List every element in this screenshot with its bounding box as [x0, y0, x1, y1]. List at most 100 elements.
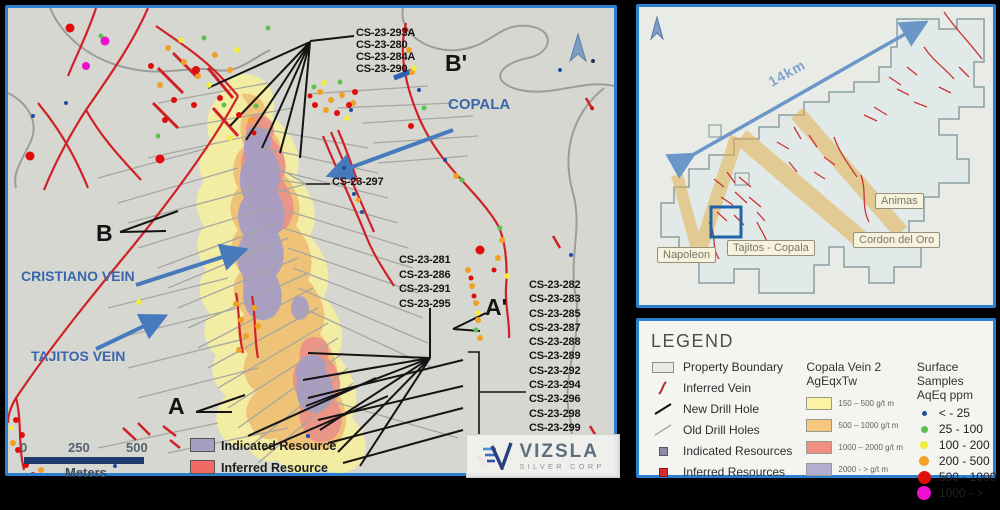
vein-grades-title-line1: Copala Vein 2	[806, 360, 882, 374]
grade-row-3: 1000 – 2000 g/t m	[806, 441, 903, 454]
drill-callout-top-group: CS-23-293A CS-23-280 CS-23-284A CS-23-29…	[356, 27, 415, 75]
legend-item-old-drill-holes: Old Drill Holes	[651, 423, 792, 437]
drill-label: CS-23-290	[356, 63, 408, 75]
drill-callout-mid-group: CS-23-281 CS-23-286 CS-23-291 CS-23-295	[399, 253, 451, 311]
pointer-arrows	[95, 68, 454, 351]
sample-dot-green	[920, 425, 928, 433]
legend-title: LEGEND	[651, 331, 735, 351]
place-label-tajitos-vein: TAJITOS VEIN	[31, 348, 126, 364]
scale-tick-0: 0	[20, 440, 28, 455]
grade-row-2: 500 – 1000 g/t m	[806, 419, 903, 432]
legend-item-new-drill-hole: New Drill Hole	[651, 402, 792, 416]
surface-samples-column: Surface Samples AqEq ppm < - 25 25 - 100…	[917, 360, 996, 500]
drill-label: CS-23-294	[529, 379, 581, 392]
drill-label: CS-23-280	[356, 39, 408, 51]
new-drill-holes	[119, 35, 526, 467]
sample-row-3: 100 - 200	[917, 438, 996, 452]
area-label-animas: Animas	[875, 193, 924, 209]
legend-item-inferred-resources: Inferred Resources	[651, 465, 792, 479]
old-drill-hole-icon	[651, 423, 675, 437]
grade-row-1: 150 – 500 g/t m	[806, 397, 903, 410]
grade-row-4: 2000 - > g/t m	[806, 463, 903, 476]
north-arrow-icon	[569, 32, 595, 63]
legend-item-inferred-vein: Inferred Vein	[651, 381, 792, 395]
sample-row-6: 1000 - >	[917, 486, 996, 500]
old-drill-holes	[97, 82, 479, 464]
drill-label: CS-23-299	[529, 421, 581, 434]
inferred-resource-swatch	[190, 460, 215, 474]
sample-dot-orange	[919, 456, 930, 466]
drill-label: CS-23-292	[529, 364, 581, 377]
drill-label: CS-23-289	[529, 350, 581, 363]
sample-dot-red	[917, 470, 931, 484]
sample-dot-magenta	[917, 486, 932, 500]
scale-tick-500: 500	[126, 440, 148, 455]
property-boundary-icon	[651, 361, 675, 373]
vizsla-logo: VIZSLA SILVER CORP	[466, 434, 620, 478]
drill-label: CS-23-295	[399, 297, 451, 310]
section-label-b-prime: B'	[445, 50, 468, 76]
drill-label: CS-23-293A	[356, 27, 416, 39]
place-label-cristiano-vein: CRISTIANO VEIN	[21, 268, 135, 284]
focus-area-box	[709, 205, 743, 239]
scale-unit: Meters	[65, 465, 107, 480]
sample-row-2: 25 - 100	[917, 422, 996, 436]
roads	[8, 8, 614, 473]
grade-swatch-3	[806, 441, 833, 454]
inset-map-panel: 14km Napoleon Tajitos - Copala Cordon de…	[636, 4, 996, 308]
grade-swatch-1	[806, 397, 833, 410]
section-label-a: A	[168, 393, 185, 419]
drill-label: CS-23-296	[529, 393, 581, 406]
drill-label: CS-23-282	[529, 279, 581, 291]
drill-label: CS-23-284A	[356, 51, 416, 63]
drill-label: CS-23-283	[529, 293, 581, 306]
drill-label: CS-23-281	[399, 254, 451, 266]
grade-swatch-4	[806, 463, 833, 476]
area-label-cordon-del-oro: Cordon del Oro	[853, 232, 941, 248]
surface-samples-title-line2: AqEq ppm	[916, 388, 973, 402]
legend-item-property-boundary: Property Boundary	[651, 360, 792, 374]
inferred-resource-label: Inferred Resource	[221, 461, 328, 475]
sample-dot-blue	[921, 410, 927, 416]
surface-samples-title-line1: Surface Samples	[916, 360, 964, 388]
new-drill-hole-icon	[651, 402, 675, 416]
sample-row-5: 500 - 1000	[917, 470, 996, 484]
sample-dot-yellow	[920, 441, 929, 449]
inferred-resources-icon	[651, 467, 675, 477]
area-label-tajitos-copala: Tajitos - Copala	[727, 240, 815, 256]
scale-bar	[24, 457, 144, 464]
indicated-resource-swatch	[190, 438, 215, 452]
vizsla-v-icon	[483, 442, 514, 470]
drill-callout-right-group: CS-23-282 CS-23-283 CS-23-285 CS-23-287 …	[529, 278, 581, 435]
distance-arrow	[665, 20, 929, 179]
main-map-panel: CS-23-293A CS-23-280 CS-23-284A CS-23-29…	[5, 5, 620, 480]
inset-north-arrow-icon	[650, 15, 664, 41]
main-map-graphics	[8, 8, 614, 473]
area-label-napoleon: Napoleon	[657, 247, 717, 263]
drill-label: CS-23-285	[529, 307, 581, 320]
legend-symbols-column: Property Boundary Inferred Vein New Dril…	[651, 360, 792, 500]
drill-label: CS-23-288	[529, 336, 581, 349]
grade-swatch-2	[806, 419, 833, 432]
sample-row-1: < - 25	[917, 406, 996, 420]
drill-label: CS-23-287	[529, 321, 581, 334]
place-label-copala: COPALA	[448, 96, 511, 113]
drill-label: CS-23-286	[399, 268, 451, 281]
surface-sample-dots	[8, 23, 594, 473]
logo-subtitle: SILVER CORP	[519, 461, 605, 471]
indicated-resource-label: Indicated Resource	[221, 439, 337, 453]
drill-label-cs-23-297: CS-23-297	[332, 176, 384, 188]
section-label-b: B	[96, 220, 113, 246]
logo-name: VIZSLA	[519, 440, 600, 462]
inset-map-graphics	[650, 11, 985, 294]
legend-panel: LEGEND Property Boundary Inferred Vein	[636, 318, 996, 500]
vein-grades-title-line2: AgEqxTw	[806, 374, 858, 388]
section-label-a-prime: A'	[485, 294, 508, 320]
resource-shells	[196, 73, 366, 473]
sample-row-4: 200 - 500	[917, 454, 996, 468]
scale-tick-250: 250	[68, 440, 90, 455]
indicated-resources-icon	[651, 446, 675, 456]
drill-label: CS-23-298	[529, 407, 581, 420]
legend-item-indicated-resources: Indicated Resources	[651, 444, 792, 458]
drill-label: CS-23-291	[399, 283, 451, 295]
